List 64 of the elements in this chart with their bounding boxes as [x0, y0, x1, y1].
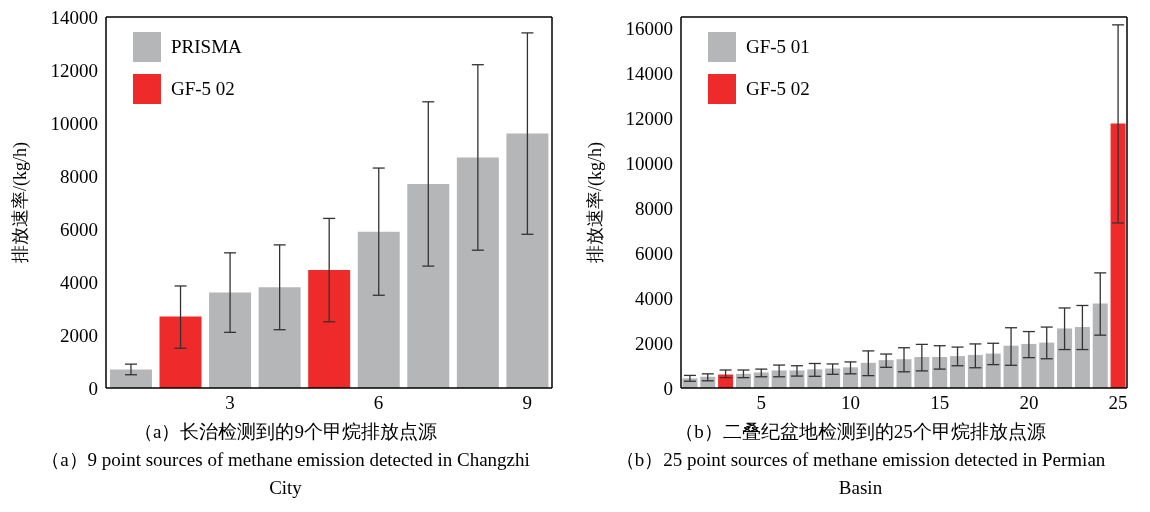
y-tick-label: 2000: [60, 324, 98, 346]
bar: [1003, 345, 1019, 388]
bar: [896, 359, 912, 388]
bar: [1092, 303, 1108, 388]
x-tick-label: 15: [930, 392, 950, 414]
bar: [1057, 328, 1073, 388]
legend-label: GF-5 02: [171, 78, 235, 100]
legend-label: GF-5 02: [746, 78, 810, 100]
bar: [506, 133, 549, 388]
x-tick-label: 6: [373, 392, 384, 414]
x-tick-label: 25: [1108, 392, 1128, 414]
y-tick-label: 10000: [625, 152, 673, 174]
y-tick-label: 10000: [50, 112, 98, 134]
bar: [159, 316, 202, 388]
bar: [258, 287, 301, 388]
bar: [1074, 327, 1090, 388]
legend-label: PRISMA: [171, 36, 242, 58]
bar: [932, 356, 948, 388]
y-tick-label: 0: [663, 377, 673, 399]
bar: [914, 356, 930, 388]
bar: [456, 157, 499, 388]
y-axis-title: 排放速率/(kg/h): [10, 142, 32, 263]
y-tick-label: 16000: [625, 17, 673, 39]
x-tick-label: 9: [522, 392, 532, 414]
text: （b）二叠纪盆地检测到的25个甲烷排放点源: [674, 420, 1047, 444]
bar: [842, 367, 858, 388]
bar: [209, 292, 252, 388]
y-tick-label: 4000: [60, 271, 98, 293]
x-tick-label: 10: [840, 392, 860, 414]
bar: [1039, 342, 1055, 388]
bar: [967, 354, 983, 388]
bar: [308, 270, 351, 388]
y-tick-label: 6000: [60, 218, 98, 240]
bar: [753, 372, 769, 388]
y-axis-title: 排放速率/(kg/h): [585, 142, 607, 263]
y-tick-label: 14000: [625, 62, 673, 84]
bar: [357, 231, 400, 388]
y-tick-label: 12000: [625, 107, 673, 129]
y-tick-label: 14000: [50, 6, 98, 28]
y-tick-label: 2000: [635, 332, 673, 354]
bar: [950, 356, 966, 388]
bar: [1021, 343, 1037, 388]
bar: [771, 370, 787, 388]
bar: [407, 183, 450, 388]
text: （a）9 point sources of methane emission detected in Changzhi City: [40, 448, 531, 500]
y-tick-label: 8000: [635, 197, 673, 219]
bar: [825, 368, 841, 388]
x-tick-label: 3: [225, 392, 235, 414]
bar: [807, 369, 823, 388]
text: （a）长治检测到的9个甲烷排放点源: [133, 420, 438, 444]
y-tick-label: 8000: [60, 165, 98, 187]
x-tick-label: 5: [756, 392, 767, 414]
x-tick-label: 20: [1019, 392, 1039, 414]
text: （b）25 point sources of methane emission detected in Permian Basin: [614, 448, 1107, 500]
bar: [1110, 123, 1126, 388]
bar: [878, 360, 894, 388]
bar: [860, 362, 876, 388]
bar: [985, 353, 1001, 388]
bar: [109, 369, 152, 388]
y-tick-label: 6000: [635, 242, 673, 264]
y-tick-label: 0: [88, 377, 98, 399]
y-tick-label: 4000: [635, 287, 673, 309]
y-tick-label: 12000: [50, 59, 98, 81]
legend-label: GF-5 01: [746, 36, 810, 58]
